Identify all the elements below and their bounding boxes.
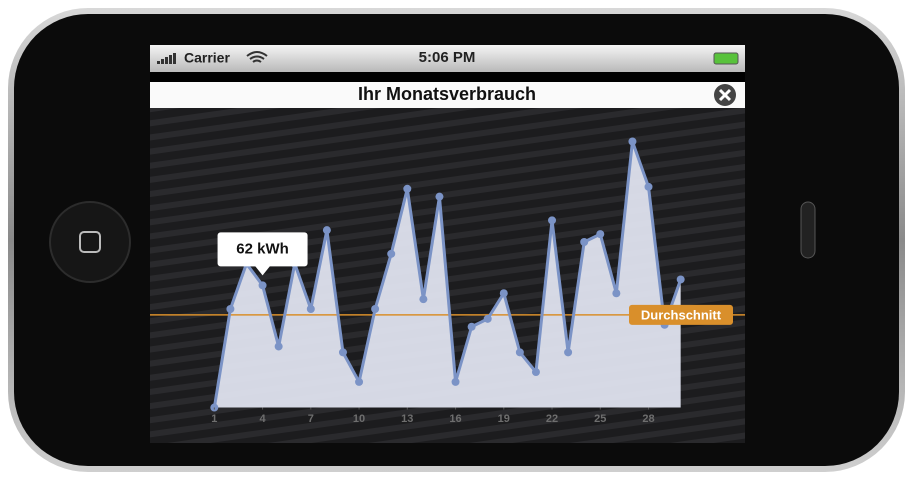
point — [677, 275, 685, 283]
x-tick-label: 28 — [642, 413, 654, 425]
point — [435, 193, 443, 201]
point — [548, 216, 556, 224]
battery-icon — [714, 53, 738, 64]
phone-screenshot: Carrier 5:06 PM Ihr Monatsverbrauch Durc… — [0, 0, 913, 478]
point — [339, 348, 347, 356]
point — [403, 185, 411, 193]
point — [259, 281, 267, 289]
page: {"status_bar": {"carrier": "Carrier", "t… — [0, 0, 913, 478]
point — [532, 368, 540, 376]
x-tick-label: 16 — [449, 413, 461, 425]
point — [355, 378, 363, 386]
point — [275, 342, 283, 350]
point — [596, 230, 604, 238]
point — [564, 348, 572, 356]
speaker — [801, 202, 815, 258]
x-tick-label: 10 — [353, 413, 365, 425]
point — [226, 305, 234, 313]
point — [628, 138, 636, 146]
screen-title: Ihr Monatsverbrauch — [358, 84, 536, 104]
point — [645, 183, 653, 191]
point — [500, 289, 508, 297]
x-tick-label: 7 — [308, 413, 314, 425]
tooltip-label: 62 kWh — [236, 240, 289, 257]
point — [484, 315, 492, 323]
point — [452, 378, 460, 386]
x-tick-label: 13 — [401, 413, 413, 425]
x-tick-label: 1 — [211, 413, 217, 425]
clock: 5:06 PM — [419, 49, 476, 66]
point — [419, 295, 427, 303]
point — [468, 323, 476, 331]
x-tick-label: 4 — [260, 413, 267, 425]
carrier: Carrier — [184, 50, 230, 66]
point — [612, 289, 620, 297]
x-tick-label: 25 — [594, 413, 606, 425]
point — [371, 305, 379, 313]
home-button[interactable] — [50, 202, 130, 282]
point — [580, 238, 588, 246]
x-tick-label: 22 — [546, 413, 558, 425]
x-tick-label: 19 — [498, 413, 510, 425]
point — [387, 250, 395, 258]
point — [516, 348, 524, 356]
point — [323, 226, 331, 234]
point — [307, 305, 315, 313]
average-label: Durchschnitt — [641, 307, 722, 322]
